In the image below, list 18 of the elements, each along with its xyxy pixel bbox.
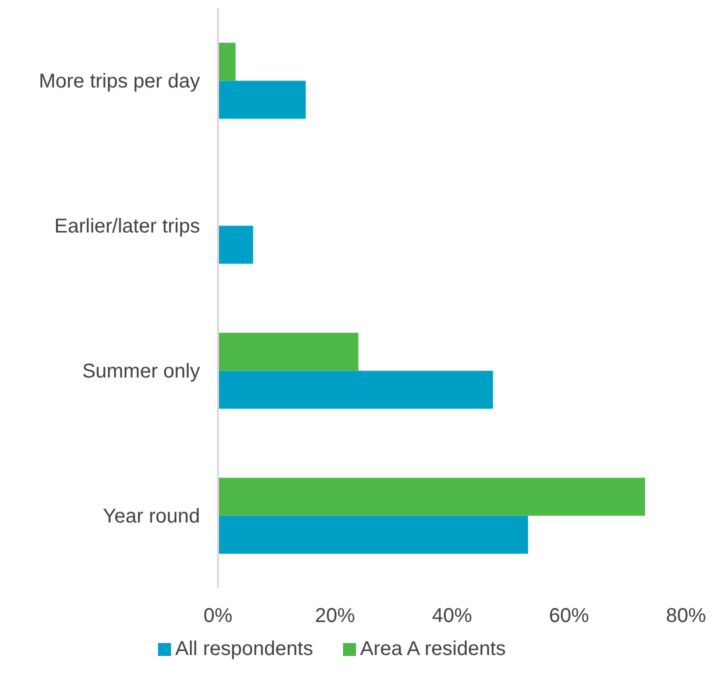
x-tick-label: 0% [204, 605, 233, 628]
x-tick-label: 40% [432, 605, 472, 628]
y-tick-label: More trips per day [38, 70, 200, 93]
legend-label: Area A residents [360, 638, 506, 660]
bar [218, 42, 236, 81]
bar [218, 370, 493, 409]
bar [218, 80, 306, 119]
y-tick-label: Earlier/later trips [54, 216, 200, 238]
bar [218, 478, 646, 516]
x-tick-label: 80% [666, 605, 706, 628]
x-tick-label: 60% [548, 605, 590, 628]
bar [218, 516, 528, 554]
legend-label: All respondents [175, 638, 314, 660]
y-tick-label: Year round [102, 506, 200, 528]
x-tick-label: 20% [314, 605, 356, 628]
y-tick-label: Summer only [82, 360, 200, 383]
bar [218, 332, 358, 371]
bar [218, 226, 254, 264]
